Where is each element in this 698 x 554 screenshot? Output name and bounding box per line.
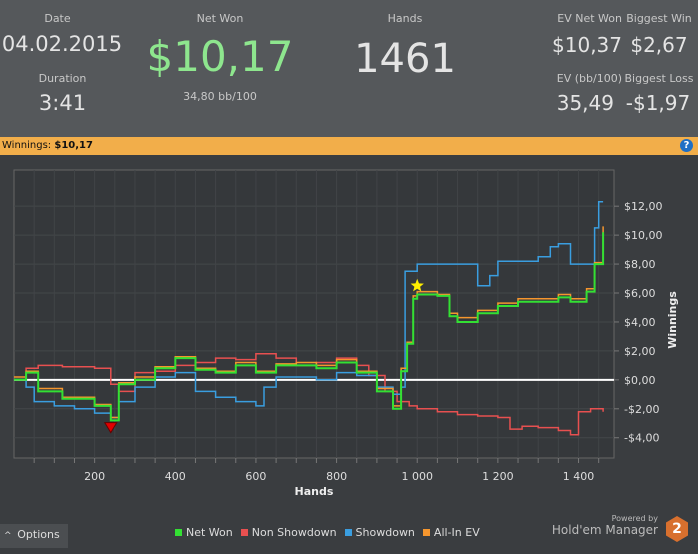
x-tick-label: 400 xyxy=(165,470,186,483)
winnings-bar: Winnings: $10,17 ? xyxy=(0,137,698,155)
legend-label: Non Showdown xyxy=(251,526,337,539)
legend: Net Won Non Showdown Showdown All-In EV xyxy=(175,526,480,539)
legend-label: All-In EV xyxy=(433,526,480,539)
hands-value: 1461 xyxy=(354,36,456,82)
ev-bb100-value: 35,49 xyxy=(556,91,614,115)
y-tick-label: $4,00 xyxy=(624,316,656,329)
duration-value: 3:41 xyxy=(38,91,87,115)
duration-label: Duration xyxy=(38,72,87,85)
powered-by: Powered by xyxy=(611,514,658,523)
ev-net-won-value: $10,37 xyxy=(552,33,622,57)
y-axis-label: Winnings xyxy=(666,291,679,349)
winnings-value: $10,17 xyxy=(54,140,93,151)
date-value: 04.02.2015 xyxy=(1,32,123,56)
grid xyxy=(13,169,615,463)
winnings-label: Winnings: xyxy=(2,140,52,151)
hands-label: Hands xyxy=(387,12,423,25)
legend-showdown[interactable]: Showdown xyxy=(344,526,415,539)
y-tick-label: $10,00 xyxy=(624,229,663,242)
y-tick-label: $12,00 xyxy=(624,200,663,213)
x-tick-label: 200 xyxy=(84,470,105,483)
markers xyxy=(103,278,424,434)
hm2-logo-icon: 2 xyxy=(666,516,688,542)
date-label: Date xyxy=(44,12,71,25)
legend-all-in-ev[interactable]: All-In EV xyxy=(422,526,480,539)
legend-net-won[interactable]: Net Won xyxy=(175,526,233,539)
help-icon[interactable]: ? xyxy=(680,139,693,152)
series-net-won xyxy=(14,232,605,422)
y-tick-label: $2,00 xyxy=(624,345,656,358)
legend-swatch xyxy=(344,529,352,536)
legend-label: Net Won xyxy=(186,526,233,539)
ev-net-won-label: EV Net Won xyxy=(557,12,622,25)
options-label: Options xyxy=(17,528,60,541)
series-lines xyxy=(14,201,605,436)
legend-swatch xyxy=(422,529,430,536)
net-won-value: $10,17 xyxy=(146,32,294,81)
legend-non-showdown[interactable]: Non Showdown xyxy=(240,526,337,539)
biggest-win-label: Biggest Win xyxy=(626,12,692,25)
triangle-down-marker xyxy=(103,422,118,434)
net-won-label: Net Won xyxy=(196,12,244,25)
x-tick-label: 600 xyxy=(245,470,266,483)
y-tick-label: $0,00 xyxy=(624,374,656,387)
x-tick-label: 1 000 xyxy=(401,470,433,483)
y-tick-label: $6,00 xyxy=(624,287,656,300)
x-tick-label: 1 400 xyxy=(563,470,595,483)
biggest-loss-label: Biggest Loss xyxy=(624,72,694,85)
winnings-chart: 200 400 600 800 1 000 1 200 1 400 -$4,00 -$2,00… xyxy=(0,155,698,550)
x-axis-label: Hands xyxy=(295,485,334,498)
stats-header: Date 04.02.2015 Duration 3:41 Net Won $1… xyxy=(0,0,698,137)
plot-area xyxy=(13,169,615,459)
legend-swatch xyxy=(175,529,182,536)
ev-bb100-label: EV (bb/100) xyxy=(556,72,622,85)
brand: Powered by Hold'em Manager xyxy=(552,514,658,537)
y-tick-label: -$4,00 xyxy=(624,432,659,445)
biggest-loss-value: -$1,97 xyxy=(625,91,691,115)
options-button[interactable]: ^ Options xyxy=(0,524,68,548)
bb100-value: 34,80 bb/100 xyxy=(183,90,257,103)
legend-swatch xyxy=(240,529,248,536)
star-marker xyxy=(410,278,424,292)
x-ticks: 200 400 600 800 1 000 1 200 1 400 xyxy=(84,470,594,483)
x-tick-label: 1 200 xyxy=(482,470,514,483)
y-ticks: -$4,00 -$2,00 $0,00 $2,00 $4,00 $6,00 $8,00 $10… xyxy=(614,200,663,445)
biggest-win-value: $2,67 xyxy=(630,33,688,57)
brand-name: Hold'em Manager xyxy=(551,523,658,537)
y-tick-label: -$2,00 xyxy=(624,403,659,416)
y-tick-label: $8,00 xyxy=(624,258,656,271)
chart-svg: 200 400 600 800 1 000 1 200 1 400 -$4,00 -$2,00… xyxy=(13,169,679,498)
chevron-up-icon: ^ xyxy=(4,531,18,541)
x-tick-label: 800 xyxy=(326,470,347,483)
legend-label: Showdown xyxy=(355,526,415,539)
